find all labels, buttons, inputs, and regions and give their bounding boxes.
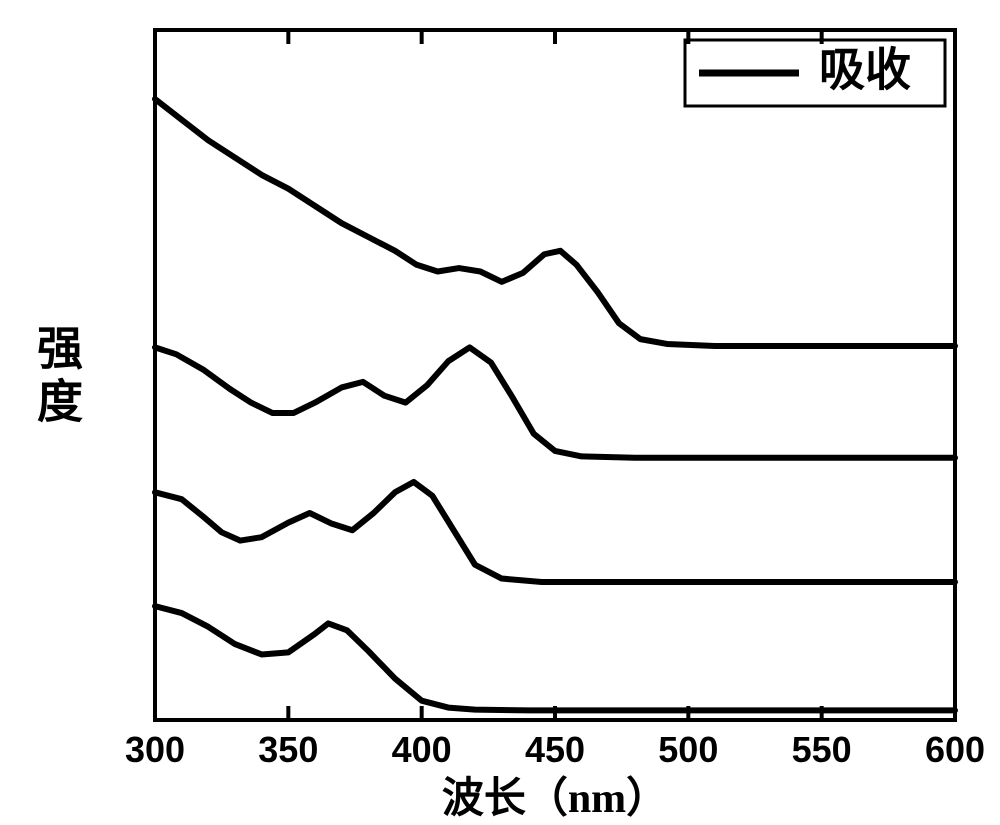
y-axis-label-char: 度 [37, 377, 83, 428]
x-tick-label: 400 [392, 729, 452, 770]
x-axis-label: 波长（nm） [442, 775, 668, 822]
absorption-spectra-chart: 300 350 400 450 500 550 600 波长（nm） 强度 吸收 [0, 0, 1000, 825]
x-tick-label: 600 [925, 729, 985, 770]
x-tick-label: 550 [792, 729, 852, 770]
x-tick-label: 500 [658, 729, 718, 770]
legend-text: 吸收 [819, 45, 911, 96]
y-axis-label: 强度 [37, 324, 83, 428]
x-tick-label: 350 [258, 729, 318, 770]
chart-background [0, 0, 1000, 825]
x-tick-label: 300 [125, 729, 185, 770]
x-tick-label: 450 [525, 729, 585, 770]
y-axis-label-char: 强 [37, 324, 83, 375]
